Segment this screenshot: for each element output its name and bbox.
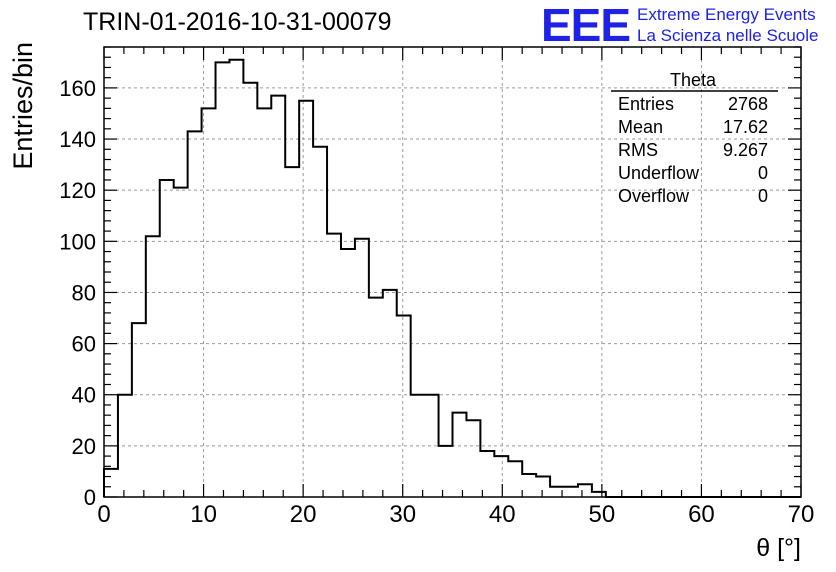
x-tick-label: 10 bbox=[190, 501, 217, 528]
stats-value-entries: 2768 bbox=[728, 94, 768, 114]
y-tick-label: 100 bbox=[59, 229, 96, 254]
x-tick-label: 20 bbox=[290, 501, 317, 528]
x-tick-label: 30 bbox=[389, 501, 416, 528]
y-tick-label: 80 bbox=[72, 280, 96, 305]
chart-title: TRIN-01-2016-10-31-00079 bbox=[83, 8, 392, 36]
stats-name: Theta bbox=[670, 70, 717, 90]
stats-value-overflow: 0 bbox=[758, 186, 768, 206]
x-tick-label: 0 bbox=[97, 501, 110, 528]
y-tick-label: 120 bbox=[59, 178, 96, 203]
y-tick-label: 160 bbox=[59, 76, 96, 101]
x-tick-label: 60 bbox=[688, 501, 715, 528]
x-tick-labels: 0 10 20 30 40 50 60 70 bbox=[97, 501, 814, 528]
x-tick-label: 50 bbox=[589, 501, 616, 528]
x-tick-label: 40 bbox=[489, 501, 516, 528]
stats-value-underflow: 0 bbox=[758, 163, 768, 183]
x-axis-title: θ [°] bbox=[756, 534, 801, 562]
y-tick-label: 40 bbox=[72, 383, 96, 408]
logo-mark: EEE bbox=[541, 0, 631, 51]
stats-label-underflow: Underflow bbox=[618, 163, 700, 183]
axis-ticks bbox=[103, 46, 802, 498]
y-tick-label: 0 bbox=[84, 485, 96, 510]
stats-value-mean: 17.62 bbox=[723, 117, 768, 137]
y-axis-title: Entries/bin bbox=[8, 42, 38, 170]
stats-label-rms: RMS bbox=[618, 140, 658, 160]
y-tick-labels: 0 20 40 60 80 100 120 140 160 bbox=[59, 76, 96, 510]
y-tick-label: 20 bbox=[72, 434, 96, 459]
logo-line-1: Extreme Energy Events bbox=[637, 5, 816, 24]
y-tick-label: 60 bbox=[72, 332, 96, 357]
grid-lines bbox=[104, 47, 801, 497]
y-tick-label: 140 bbox=[59, 127, 96, 152]
stats-box: Theta Entries 2768 Mean 17.62 RMS 9.267 … bbox=[611, 70, 778, 206]
histogram-outline bbox=[103, 58, 801, 498]
stats-label-entries: Entries bbox=[618, 94, 674, 114]
stats-value-rms: 9.267 bbox=[723, 140, 768, 160]
stats-label-mean: Mean bbox=[618, 117, 663, 137]
x-tick-label: 70 bbox=[788, 501, 815, 528]
logo-line-2: La Scienza nelle Scuole bbox=[637, 26, 819, 45]
stats-label-overflow: Overflow bbox=[618, 186, 690, 206]
